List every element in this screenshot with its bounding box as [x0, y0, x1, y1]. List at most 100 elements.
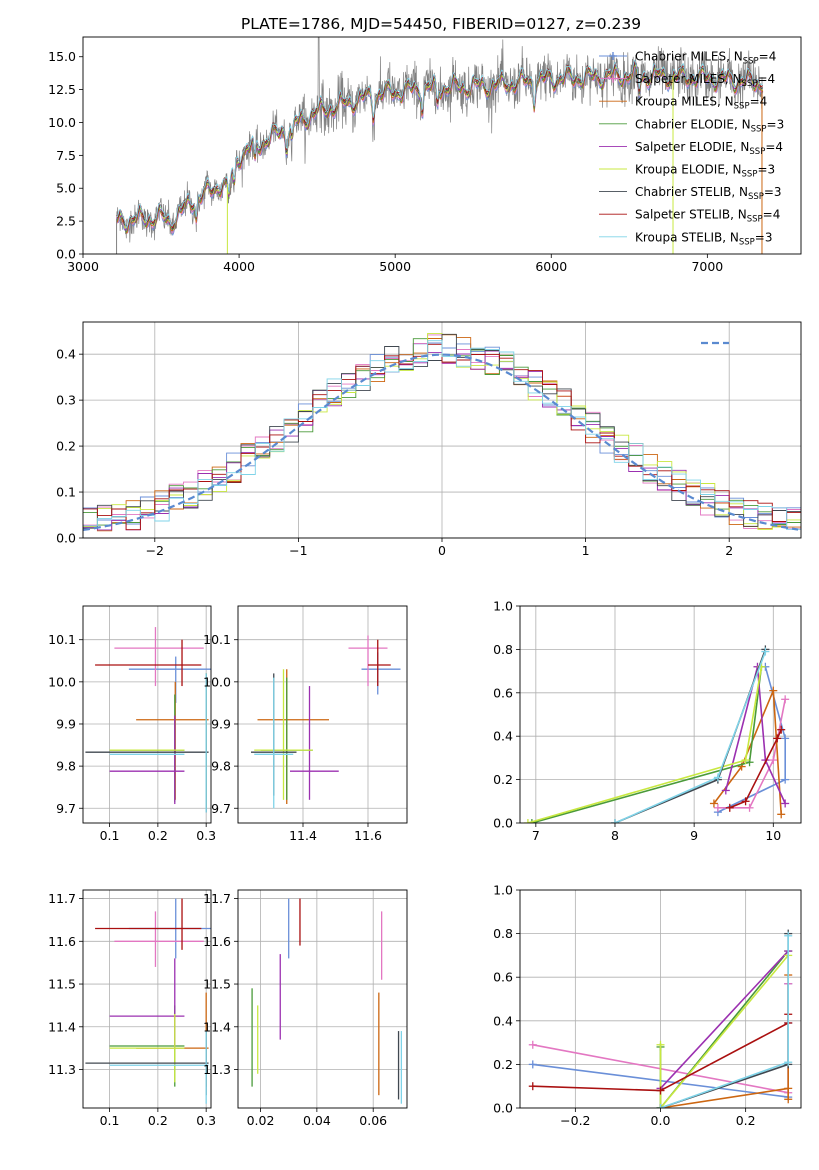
y-tick-label: 0.0	[493, 1101, 513, 1116]
legend-entry-label: Salpeter STELIB, N	[635, 208, 747, 222]
axes-frame	[519, 889, 802, 1109]
plot-area	[238, 890, 407, 1108]
x-tick-label: 0.2	[736, 1113, 756, 1128]
y-tick-label: 0.8	[493, 926, 513, 941]
y-tick-label: 2.5	[56, 214, 76, 229]
normal-curve	[83, 353, 799, 531]
y-tick-label: 15.0	[48, 49, 76, 64]
x-tick-label: 0	[438, 543, 446, 558]
y-tick-label: 0.6	[493, 970, 513, 985]
axes-frame	[82, 36, 802, 255]
x-tick-label: 7	[532, 828, 540, 843]
figure-title: PLATE=1786, MJD=54450, FIBERID=0127, z=0…	[241, 15, 641, 33]
mass-weight-line	[725, 666, 786, 804]
axes-frame	[519, 605, 802, 824]
legend-entry-2: Salpeter MILES, NSSP=4	[635, 72, 775, 89]
legend-entry-subscript: SSP	[742, 79, 758, 89]
mass-weight-line	[614, 651, 767, 823]
y-tick-label: 0.3	[56, 393, 76, 408]
legend-entry-6: Kroupa ELODIE, NSSP=3	[635, 163, 775, 180]
mass-weight-line	[527, 666, 763, 823]
y-tick-label: 10.0	[48, 115, 76, 130]
y-tick-label: 0.6	[493, 685, 513, 700]
x-tick-label: 6000	[535, 259, 567, 274]
legend-entry-label: Kroupa STELIB, N	[635, 230, 739, 244]
x-tick-label: 1	[582, 543, 590, 558]
legend-entry-value: =3	[767, 117, 785, 131]
legend-entry-7: Chabrier STELIB, NSSP=3	[635, 185, 782, 202]
legend-entry-subscript: SSP	[739, 237, 755, 247]
y-tick-label: 12.5	[48, 82, 76, 97]
legend-entry-subscript: SSP	[749, 147, 765, 157]
mass-weight-line	[729, 729, 782, 809]
x-tick-label: 0.2	[148, 828, 168, 843]
legend-entry-value: =4	[750, 95, 768, 109]
x-tick-label: 5000	[379, 259, 411, 274]
legend-entry-label: Chabrier MILES, N	[635, 50, 743, 64]
legend-entry-value: =3	[764, 185, 782, 199]
axes-frame	[237, 605, 408, 824]
x-tick-label: 11.6	[354, 828, 382, 843]
legend-entry-value: =4	[757, 72, 775, 86]
panel-mass-vs-EBV: 0.02 0.04 0.06 11.3 11.4 11.5 11.6 11.7	[203, 889, 408, 1128]
x-tick-label: −0.2	[560, 1113, 590, 1128]
legend-entry-5: Salpeter ELODIE, NSSP=4	[635, 140, 783, 157]
legend-entry-4: Chabrier ELODIE, NSSP=3	[635, 117, 784, 134]
plot-area	[520, 890, 801, 1108]
panel-mass-vs-Z: 0.1 0.2 0.3 11.3 11.4 11.5 11.6 11.7	[48, 889, 216, 1128]
panel-residual-histogram: −2 −1 0 1 2 0.0 0.1 0.2 0.3 0.4	[56, 321, 802, 558]
axes-frame	[82, 321, 802, 539]
x-tick-label: 0.3	[196, 1113, 216, 1128]
legend-entry-subscript: SSP	[734, 102, 750, 112]
y-tick-label: 0.4	[493, 1013, 513, 1028]
y-tick-label: 9.9	[211, 716, 231, 731]
legend-entry-8: Salpeter STELIB, NSSP=4	[635, 208, 780, 225]
y-tick-label: 0.1	[56, 485, 76, 500]
y-tick-label: 0.0	[56, 247, 76, 262]
x-tick-label: 3000	[67, 259, 99, 274]
axes-frame	[82, 605, 212, 824]
y-tick-label: 0.2	[493, 1057, 513, 1072]
panel-mass-weight-vs-age: 7 8 9 10 0.0 0.2 0.4 0.6 0.8 1.0	[493, 599, 802, 843]
axes-frame	[82, 889, 212, 1109]
mass-weight-line	[531, 666, 763, 823]
x-tick-label: 2	[725, 543, 733, 558]
x-tick-label: 0.0	[651, 1113, 671, 1128]
model-spectrum	[116, 65, 764, 232]
panel-mass-weight-vs-Z: −0.2 0.0 0.2 0.0 0.2 0.4 0.6 0.8 1.0	[493, 883, 802, 1128]
residual-histogram	[83, 340, 801, 530]
y-tick-label: 5.0	[56, 181, 76, 196]
mass-weight-line	[717, 666, 786, 813]
y-tick-label: 9.9	[56, 716, 76, 731]
x-tick-label: 8	[611, 828, 619, 843]
mass-weight-line	[659, 950, 789, 1089]
y-tick-label: 10.0	[203, 674, 231, 689]
legend-entry-value: =4	[765, 140, 783, 154]
x-tick-label: 0.1	[100, 1113, 120, 1128]
y-tick-label: 11.4	[203, 1019, 231, 1034]
y-tick-label: 1.0	[493, 599, 513, 614]
model-spectrum	[116, 59, 764, 229]
legend-entry-subscript: SSP	[747, 215, 763, 225]
legend-entry-value: =4	[759, 50, 777, 64]
y-tick-label: 11.6	[203, 934, 231, 949]
plot-area	[83, 606, 211, 823]
plot-area	[238, 606, 407, 823]
panel-age-vs-mass: 11.4 11.6 9.7 9.8 9.9 10.0 10.1	[203, 605, 408, 843]
y-tick-label: 9.7	[211, 801, 231, 816]
x-tick-label: 0.04	[303, 1113, 331, 1128]
y-tick-label: 11.5	[48, 977, 76, 992]
legend-entry-label: Chabrier STELIB, N	[635, 185, 748, 199]
legend-entry-1: Chabrier MILES, NSSP=4	[635, 50, 776, 67]
x-tick-label: 9	[690, 828, 698, 843]
legend-entry-value: =3	[757, 163, 775, 177]
panel-spectrum: 3000 4000 5000 6000 7000 0.0 2.5 5.0 7.5 10.0 12.5…	[48, 36, 802, 274]
x-tick-label: −1	[289, 543, 307, 558]
legend-entry-label: Kroupa ELODIE, N	[635, 163, 742, 177]
x-tick-label: 10	[765, 828, 781, 843]
x-tick-label: 0.2	[148, 1113, 168, 1128]
y-tick-label: 0.0	[56, 531, 76, 546]
model-spectrum	[116, 64, 763, 231]
x-tick-label: 0.02	[247, 1113, 275, 1128]
panel-age-vs-Z: 0.1 0.2 0.3 9.7 9.8 9.9 10.0 10.1	[48, 605, 216, 843]
